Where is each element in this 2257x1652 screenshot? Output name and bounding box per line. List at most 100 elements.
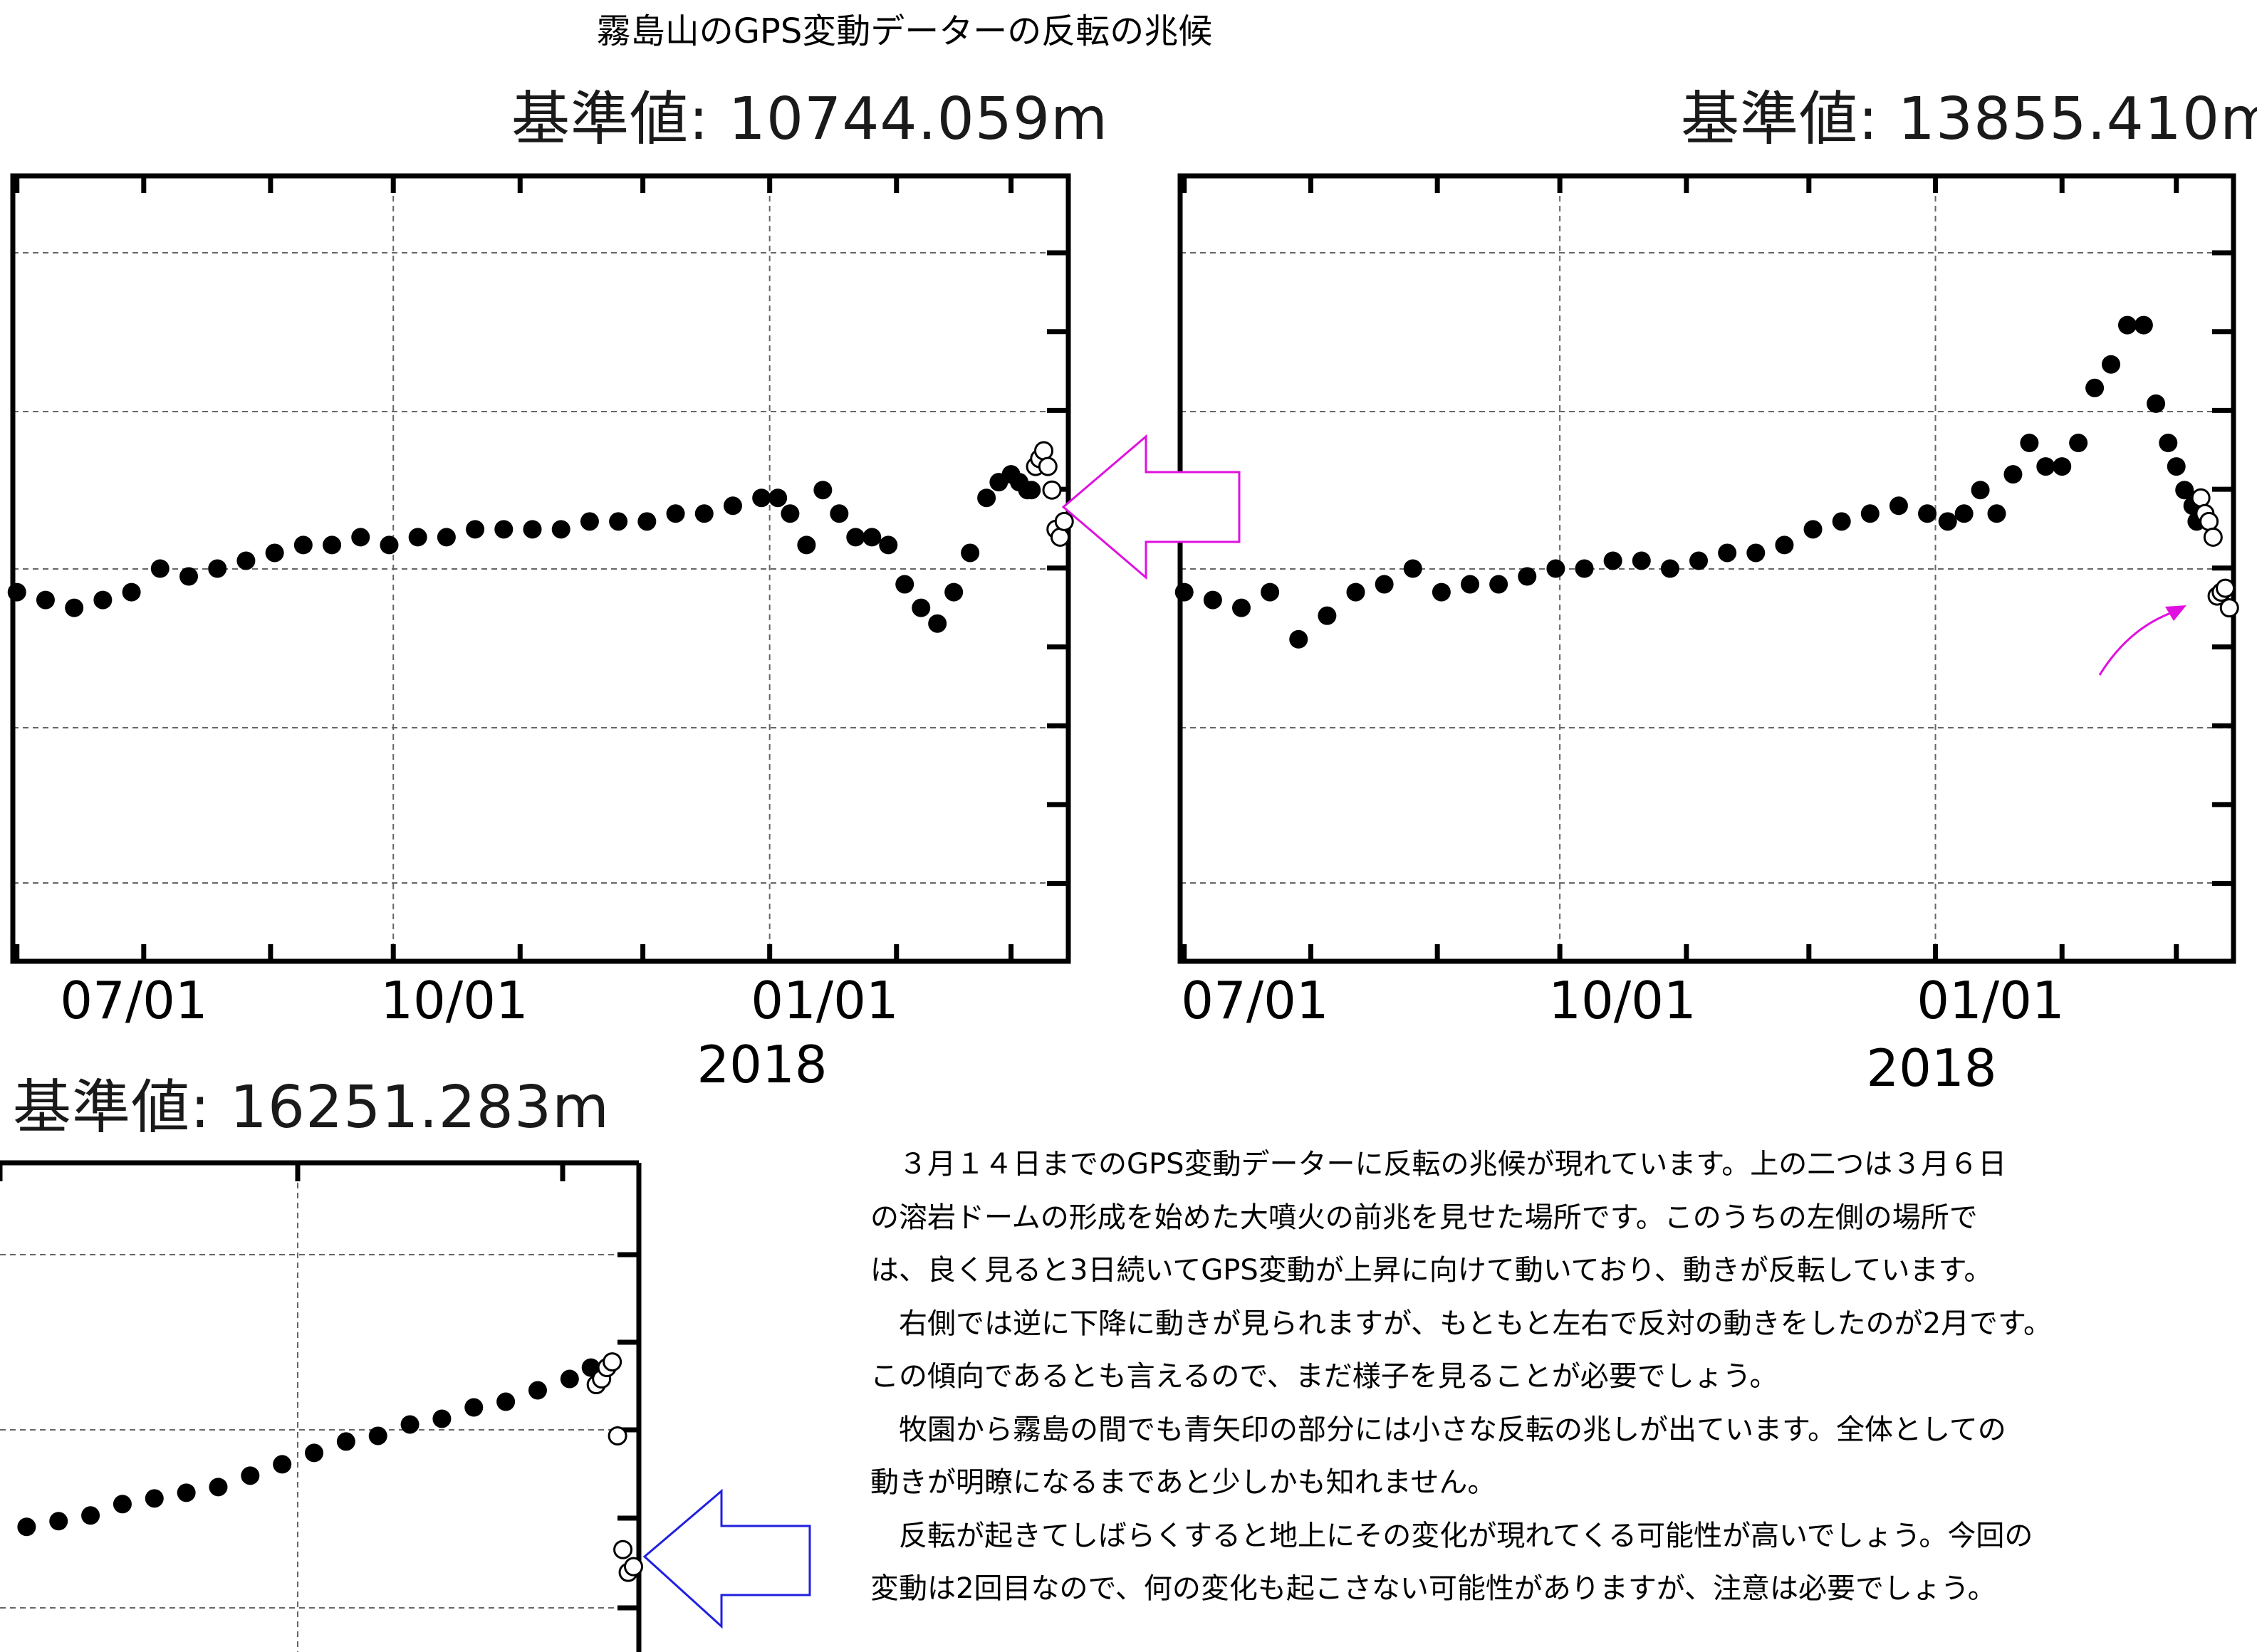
data-point [1022,481,1041,500]
data-point [496,1392,516,1411]
article-line: この傾向であるとも言えるので、まだ様子を見ることが必要でしょう。 [870,1360,1778,1393]
data-point-open [624,1557,644,1577]
data-point-open [1038,456,1058,476]
data-point [122,582,141,602]
data-point [768,488,788,508]
blue-arrow-icon [642,1488,811,1629]
data-point [752,488,771,508]
data-point [236,551,256,570]
data-point [351,528,370,547]
data-point [1346,582,1365,602]
data-point [36,590,55,610]
data-point [862,528,882,547]
data-point [323,535,342,555]
data-point-open [1034,441,1054,461]
data-point [609,512,628,531]
data-point [1987,504,2006,523]
article-line: ３月１４日までのGPS変動データーに反転の兆候が現れています。上の二つは３月６日 [870,1148,2007,1181]
data-point [2147,394,2166,413]
data-point [1318,606,1337,625]
data-point [879,535,898,555]
data-point [2069,434,2088,453]
data-point [1432,582,1451,602]
data-point [723,496,742,516]
x-tick-label: 07/01 [60,971,208,1030]
data-point [1403,559,1422,578]
data-point [305,1443,324,1463]
left-arrow-icon [1061,434,1241,580]
data-point [2003,465,2023,484]
data-point [1603,551,1622,570]
data-point [209,1478,228,1497]
data-point-open [2216,578,2236,598]
data-point [179,567,198,586]
data-point [1461,575,1480,594]
x-tick-label: 10/01 [380,971,528,1030]
data-point [1489,575,1508,594]
data-point-open [2219,598,2239,618]
data-point [273,1455,292,1474]
x-tick-label: 10/01 [1548,971,1696,1030]
data-point [830,504,849,523]
data-point [977,488,996,508]
data-point [1938,512,1957,531]
data-point [694,504,714,523]
data-point [1375,575,1394,594]
data-point [81,1506,100,1525]
data-point [1689,551,1709,570]
data-point-open [1051,527,1070,547]
data-point [1518,567,1537,586]
data-point [2085,378,2105,397]
data-point [400,1415,419,1434]
data-point [944,582,964,602]
data-point [1775,535,1794,555]
plot-frame [1177,173,2236,964]
article-line: 右側では逆に下降に動きが見られますが、もともと左右で反対の動きをしたのが2月です… [870,1307,2053,1340]
x-tick-label: 01/01 [1917,971,2065,1030]
data-point [1889,496,1908,516]
data-point [2159,434,2178,453]
data-point [380,535,399,555]
data-point [1203,590,1222,610]
data-point [145,1489,164,1508]
data-point [2102,355,2121,374]
data-point [1918,504,1937,523]
data-point [2134,315,2153,335]
data-point [464,1398,484,1417]
data-point [580,512,599,531]
data-point [2020,434,2039,453]
data-point [293,535,313,555]
data-point [2117,315,2137,335]
data-point [666,504,685,523]
chart1-title: 基準値: 10744.059m [511,85,1109,153]
data-point [846,528,865,547]
data-point [912,598,931,617]
data-point [408,528,427,547]
data-point [637,512,657,531]
data-point [2036,457,2055,476]
data-point [7,582,26,602]
data-point [113,1495,132,1514]
data-point [528,1381,547,1400]
data-point [336,1432,355,1451]
data-point [265,543,284,563]
data-point [781,504,800,523]
article-line: は、良く見ると3日続いてGPS変動が上昇に向けて動いており、動きが反転しています… [870,1254,1993,1287]
data-point [523,520,542,539]
data-point [17,1517,36,1537]
data-point [1632,551,1651,570]
data-point [1174,582,1194,602]
data-point [208,559,227,578]
x-tick-label: 01/01 [751,971,899,1030]
data-point [466,520,485,539]
article-text: ３月１４日までのGPS変動データーに反転の兆候が現れています。上の二つは３月６日… [870,1138,2252,1616]
data-point [1803,520,1823,539]
data-point-open [1042,480,1062,500]
data-point [49,1512,68,1531]
data-point [895,575,914,594]
data-point [1718,543,1737,563]
data-point [93,590,113,610]
data-point [813,481,833,500]
article-line: 牧園から霧島の間でも青矢印の部分には小さな反転の兆しが出ています。全体としての [870,1413,2006,1446]
